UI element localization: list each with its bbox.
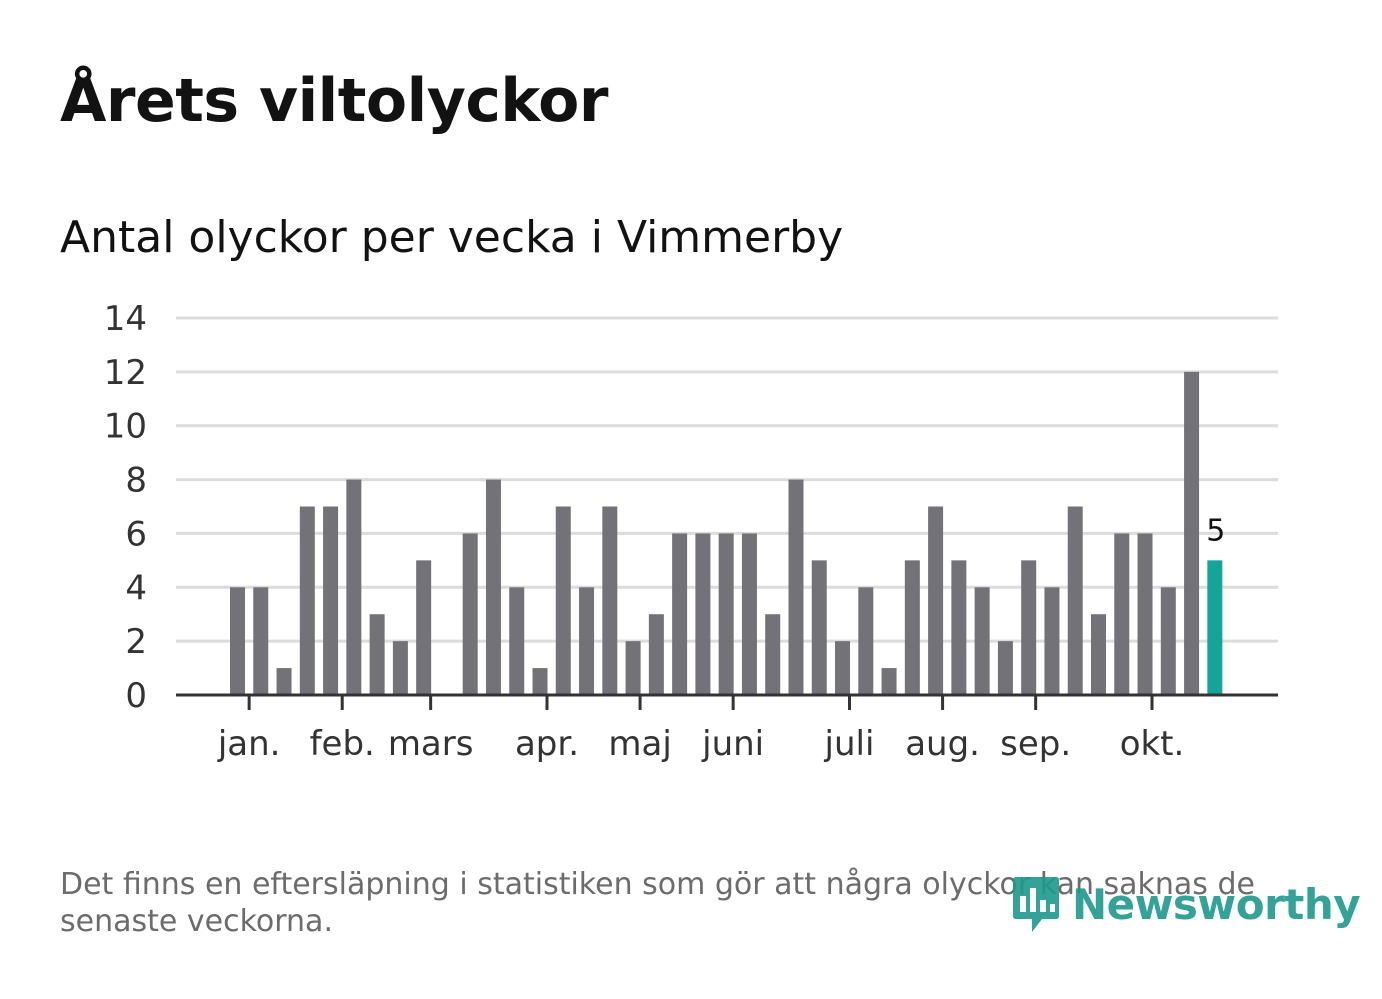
brand-logo[interactable]: Newsworthy (1010, 874, 1361, 934)
bar (602, 506, 618, 695)
bar (1184, 371, 1200, 695)
bar (462, 533, 478, 695)
bar (951, 560, 967, 695)
bar (1067, 506, 1083, 695)
bars: 5 (230, 371, 1225, 695)
chart-subtitle: Antal olyckor per vecka i Vimmerby (60, 212, 844, 263)
bar (625, 641, 641, 695)
bar (485, 479, 501, 695)
bar (323, 506, 339, 695)
y-tick-label: 4 (125, 568, 147, 608)
bar (346, 479, 362, 695)
bar (788, 479, 804, 695)
bar (369, 614, 385, 695)
bar (811, 560, 827, 695)
bar (648, 614, 664, 695)
bar (299, 506, 315, 695)
bar (1021, 560, 1037, 695)
bar (904, 560, 920, 695)
x-tick-label: jan. (217, 724, 281, 764)
y-tick-label: 8 (125, 461, 147, 501)
x-tick-label: apr. (515, 724, 579, 764)
x-tick-label: feb. (310, 724, 375, 764)
bar (532, 668, 548, 695)
brand-name: Newsworthy (1072, 879, 1361, 929)
y-tick-label: 10 (104, 407, 147, 447)
bar (695, 533, 711, 695)
chart-title: Årets viltolyckor (60, 66, 609, 136)
bar (1044, 587, 1060, 695)
bar (1160, 587, 1176, 695)
x-tick-label: maj (608, 724, 671, 764)
y-tick-label: 12 (104, 353, 147, 393)
bar (392, 641, 408, 695)
bar (928, 506, 944, 695)
bar (276, 668, 292, 695)
bar (974, 587, 990, 695)
bar (1137, 533, 1153, 695)
bar (509, 587, 525, 695)
y-tick-label: 2 (125, 622, 147, 662)
bar (858, 587, 874, 695)
bar (765, 614, 781, 695)
x-tick-label: juni (701, 724, 764, 764)
bar (416, 560, 432, 695)
bar-highlight (1207, 560, 1223, 695)
bar (1090, 614, 1106, 695)
bar (1114, 533, 1130, 695)
x-tick-label: aug. (905, 724, 980, 764)
x-tick-label: okt. (1120, 724, 1185, 764)
y-tick-label: 14 (104, 299, 147, 339)
y-axis: 0 2 4 6 8 10 12 14 (104, 299, 147, 716)
newsworthy-logo-icon (1013, 877, 1059, 932)
x-axis: jan. feb. mars apr. maj juni juli aug. sep. okt. (176, 693, 1278, 764)
bar (672, 533, 688, 695)
x-tick-label: mars (388, 724, 474, 764)
bar (835, 641, 851, 695)
bar (555, 506, 571, 695)
x-tick-label: juli (824, 724, 875, 764)
x-tick-label: sep. (1000, 724, 1071, 764)
bar (741, 533, 757, 695)
y-tick-label: 6 (125, 514, 147, 554)
bar (253, 587, 269, 695)
bar (718, 533, 734, 695)
bar (881, 668, 897, 695)
bar (230, 587, 245, 695)
bar (997, 641, 1013, 695)
bar-value-label: 5 (1206, 513, 1225, 548)
y-tick-label: 0 (125, 676, 147, 716)
bar (579, 587, 595, 695)
